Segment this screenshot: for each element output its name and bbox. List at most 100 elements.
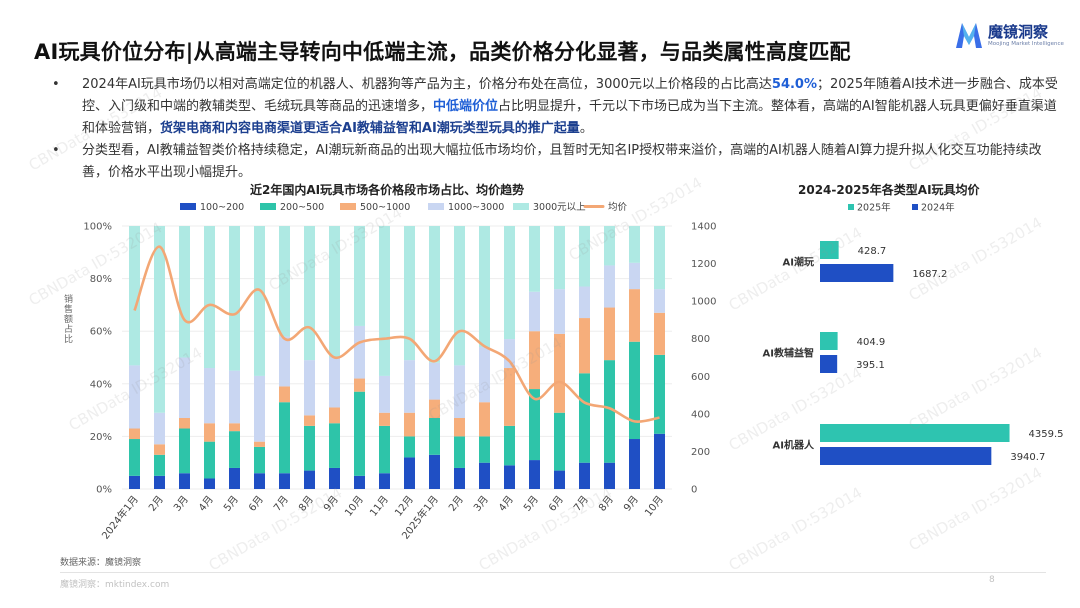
- bar-segment: [454, 417, 465, 437]
- bar-segment: [504, 339, 515, 369]
- bar-segment: [529, 460, 540, 489]
- bar-segment: [529, 331, 540, 390]
- x-tick-label: 2月: [146, 493, 166, 513]
- bar-segment: [554, 226, 565, 290]
- bar-segment: [229, 423, 240, 432]
- x-tick-label: 6月: [546, 493, 566, 513]
- y2-tick-label: 1200: [691, 259, 716, 270]
- left-axes: 0% 20% 40% 60% 80% 100% 0 200 400 600 800 1000 1200 1…: [83, 222, 716, 542]
- page-title: AI玩具价位分布|从高端主导转向中低端主流，品类价格分化显著，与品类属性高度匹配: [34, 40, 851, 64]
- bar-segment: [329, 467, 340, 489]
- bar-segment: [629, 262, 640, 290]
- bullet-1-highlight-midlow: 中低端价位: [433, 99, 499, 114]
- footer-site: 魔镜洞察：mktindex.com: [60, 580, 170, 590]
- bullet-1-text-b: ；2025年随着AI技术进一步融合、成本受控、入门级和中端的教辅类型、毛绒玩具等…: [82, 77, 1058, 114]
- bar-segment: [304, 415, 315, 426]
- left-legend: 100~200 200~500 500~1000 1000~3000 3000元以上 均价: [180, 201, 628, 213]
- y-axis-label: 销售额占比: [64, 293, 73, 345]
- x-tick-label: 11月: [367, 493, 390, 518]
- bar-segment: [479, 346, 490, 403]
- bar-segment: [554, 333, 565, 413]
- bar-segment: [604, 462, 615, 489]
- bar-2024: [820, 355, 838, 373]
- value-label: 428.7: [858, 246, 887, 257]
- bar-segment: [229, 431, 240, 468]
- y-tick-label: 40%: [90, 379, 112, 390]
- bar-segment: [629, 289, 640, 342]
- x-tick-label: 12月: [392, 493, 415, 518]
- bar-segment: [604, 307, 615, 361]
- legend-label: 1000~3000: [448, 202, 504, 213]
- bar-segment: [354, 325, 365, 379]
- bar-segment: [204, 368, 215, 424]
- bar-segment: [404, 226, 415, 361]
- bar-segment: [154, 412, 165, 445]
- legend-swatch-2: [340, 203, 356, 210]
- bar-segment: [479, 462, 490, 489]
- legend-label: 3000元以上: [533, 202, 586, 213]
- legend-label: 500~1000: [360, 202, 410, 213]
- bullet-marker: •: [52, 77, 60, 92]
- bar-segment: [154, 226, 165, 413]
- x-tick-label: 10月: [642, 493, 665, 518]
- left-avg-line: [133, 245, 660, 423]
- page-number: 8: [989, 575, 995, 585]
- x-tick-label: 2024年1月: [99, 493, 141, 542]
- logo-m-icon: [956, 23, 982, 48]
- left-chart-title: 近2年国内AI玩具市场各价格段市场占比、均价趋势: [250, 183, 525, 197]
- bar-segment: [304, 470, 315, 489]
- bar-segment: [304, 425, 315, 471]
- bar-segment: [429, 417, 440, 455]
- bar-segment: [179, 473, 190, 489]
- legend-swatch-1: [912, 204, 918, 210]
- brand-logo: 魔镜洞察 Moojing Market Intelligence: [954, 18, 1064, 54]
- bar-segment: [129, 475, 140, 489]
- legend-label: 2024年: [921, 202, 955, 214]
- price-share-chart: 100~200 200~500 500~1000 1000~3000 3000元以上 均价…: [64, 201, 716, 542]
- bar-segment: [254, 226, 265, 376]
- bar-segment: [204, 226, 215, 369]
- x-tick-label: 9月: [621, 493, 641, 513]
- y2-tick-label: 1400: [691, 222, 716, 233]
- bar-segment: [554, 470, 565, 489]
- logo-name: 魔镜洞察: [988, 23, 1049, 41]
- legend-label: 100~200: [200, 202, 244, 213]
- y2-tick-label: 200: [691, 447, 710, 458]
- bar-segment: [354, 391, 365, 476]
- bar-segment: [579, 318, 590, 374]
- x-tick-label: 2月: [446, 493, 466, 513]
- bar-segment: [404, 412, 415, 437]
- y-tick-label: 0%: [96, 485, 112, 496]
- right-bars: AI潮玩 428.7 1687.2 AI教辅益智 404.9 395.1 AI机器人 4359…: [763, 241, 1064, 465]
- bar-segment: [404, 436, 415, 458]
- left-bars: [129, 226, 665, 489]
- bar-segment: [254, 473, 265, 489]
- bar-segment: [479, 402, 490, 437]
- bullet-1-highlight-channel: 货架电商和内容电商渠道更适合AI教辅益智和AI潮玩类型玩具的推广起量: [160, 121, 580, 136]
- bar-segment: [129, 428, 140, 440]
- bullet-2-text: 分类型看，AI教辅益智类价格持续稳定，AI潮玩新商品的出现大幅拉低市场均价，且暂…: [82, 143, 1042, 180]
- bar-segment: [479, 226, 490, 347]
- legend-swatch-3: [428, 203, 444, 210]
- bar-segment: [579, 286, 590, 319]
- data-source: 数据来源：魔镜洞察: [60, 558, 142, 568]
- value-label: 395.1: [856, 360, 885, 371]
- bar-segment: [204, 423, 215, 442]
- bar-segment: [304, 360, 315, 416]
- bar-segment: [204, 441, 215, 479]
- value-label: 3940.7: [1010, 452, 1045, 463]
- bar-segment: [379, 473, 390, 489]
- value-label: 4359.5: [1029, 429, 1064, 440]
- bar-2025: [820, 332, 838, 350]
- bar-segment: [354, 226, 365, 326]
- bar-segment: [179, 417, 190, 429]
- footer-divider: [60, 572, 1046, 573]
- bar-segment: [279, 402, 290, 474]
- y-tick-label: 100%: [83, 222, 112, 233]
- category-label: AI机器人: [773, 439, 815, 452]
- legend-swatch-0: [180, 203, 196, 210]
- legend-label: 2025年: [857, 202, 891, 214]
- bar-segment: [604, 360, 615, 463]
- bar-segment: [554, 412, 565, 471]
- bar-segment: [504, 368, 515, 426]
